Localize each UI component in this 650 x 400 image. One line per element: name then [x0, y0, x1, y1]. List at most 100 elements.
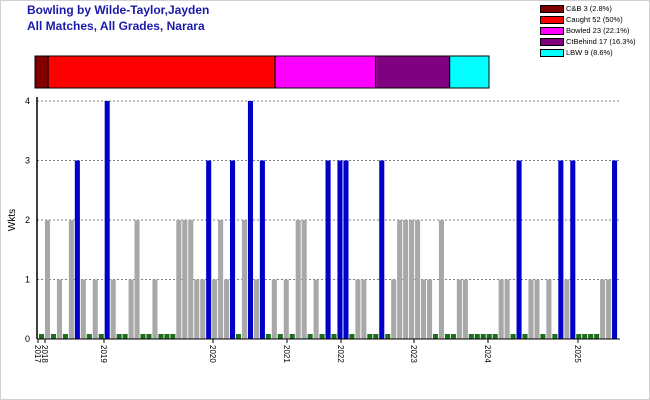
- bar: [510, 334, 516, 339]
- bar: [361, 279, 367, 339]
- bar: [409, 220, 415, 339]
- bar: [426, 279, 433, 339]
- bar: [277, 334, 283, 339]
- bar: [98, 334, 104, 339]
- y-axis-label: Wkts: [7, 209, 18, 231]
- bar: [534, 279, 540, 339]
- bar: [432, 334, 439, 339]
- dismissal-segment-0: [34, 55, 49, 89]
- bar: [122, 334, 128, 339]
- bar: [265, 334, 271, 339]
- bar: [39, 334, 45, 339]
- bar: [164, 334, 170, 339]
- bar: [62, 334, 68, 339]
- bar: [176, 220, 182, 339]
- x-tick-label: 2019: [99, 345, 108, 363]
- legend-swatch: [540, 16, 564, 25]
- bar: [552, 334, 558, 339]
- legend-swatch: [540, 49, 564, 58]
- chart-title: Bowling by Wilde-Taylor,Jayden: [27, 3, 210, 17]
- bar: [331, 334, 337, 339]
- y-tick-label: 3: [25, 156, 30, 166]
- bar: [134, 220, 140, 339]
- y-tick-label: 1: [25, 275, 30, 285]
- bar: [450, 334, 456, 339]
- y-tick-label: 0: [25, 334, 30, 344]
- bar: [438, 220, 445, 339]
- bar: [337, 160, 343, 339]
- bar: [504, 279, 510, 339]
- wicket-bars: [39, 101, 618, 339]
- chart-subtitle: All Matches, All Grades, Narara: [27, 19, 205, 33]
- legend-label: Bowled 23 (22.1%): [566, 26, 630, 35]
- legend-swatch: [540, 5, 564, 14]
- legend-label: LBW 9 (8.6%): [566, 48, 613, 57]
- bar: [486, 334, 492, 339]
- bar: [355, 279, 361, 339]
- bar: [546, 279, 552, 339]
- bar: [206, 160, 212, 339]
- bar: [247, 101, 253, 339]
- bar: [152, 279, 158, 339]
- bar: [224, 279, 230, 339]
- bar: [44, 220, 51, 339]
- bar: [188, 220, 194, 339]
- bar: [158, 334, 164, 339]
- bar: [146, 334, 152, 339]
- bar: [80, 279, 86, 339]
- bar: [564, 279, 570, 339]
- legend-item-bowled: Bowled 23 (22.1%): [540, 25, 636, 36]
- bar: [307, 334, 313, 339]
- bar: [56, 279, 62, 339]
- legend-item-cb: C&B 3 (2.8%): [540, 3, 636, 14]
- bar: [116, 334, 122, 339]
- bar: [128, 279, 134, 339]
- bar: [576, 334, 582, 339]
- x-tick-label: 2021: [282, 345, 291, 363]
- x-tick-label: 2022: [336, 345, 345, 363]
- legend-item-ctbehind: CtBehind 17 (16.3%): [540, 36, 636, 47]
- bar: [283, 279, 289, 339]
- x-tick-label: 2017: [33, 345, 42, 363]
- legend-item-lbw: LBW 9 (8.6%): [540, 47, 636, 58]
- bar: [492, 334, 498, 339]
- bar: [200, 279, 206, 339]
- bar: [522, 334, 528, 339]
- bar: [540, 334, 546, 339]
- bar: [170, 334, 176, 339]
- x-tick-label: 2025: [573, 345, 582, 363]
- bar: [421, 279, 427, 339]
- legend-label: CtBehind 17 (16.3%): [566, 37, 636, 46]
- bar: [289, 334, 295, 339]
- bar: [301, 220, 307, 339]
- bar: [403, 220, 409, 339]
- bar: [558, 160, 564, 339]
- bar: [325, 160, 331, 339]
- legend-label: C&B 3 (2.8%): [566, 4, 612, 13]
- legend-swatch: [540, 38, 564, 47]
- bar: [319, 334, 325, 339]
- bar: [456, 279, 462, 339]
- y-tick-label: 4: [25, 96, 30, 106]
- bar: [462, 279, 468, 339]
- dismissal-segment-1: [47, 55, 276, 89]
- bar: [397, 220, 403, 339]
- bar: [230, 160, 236, 339]
- chart-axes: [36, 97, 620, 340]
- bar: [612, 160, 618, 339]
- bar: [295, 220, 301, 339]
- bar: [104, 101, 110, 339]
- bar: [594, 334, 600, 339]
- bar: [212, 279, 218, 339]
- bar: [271, 279, 277, 339]
- bar: [194, 279, 200, 339]
- dismissal-stacked-bar: [34, 55, 490, 89]
- bar: [498, 279, 504, 339]
- bar: [570, 160, 576, 339]
- dismissal-legend: C&B 3 (2.8%) Caught 52 (50%) Bowled 23 (…: [540, 3, 636, 58]
- x-tick-label: 2023: [409, 345, 418, 363]
- bar: [385, 334, 391, 339]
- bar: [600, 279, 606, 339]
- x-tick-label: 2020: [208, 345, 217, 363]
